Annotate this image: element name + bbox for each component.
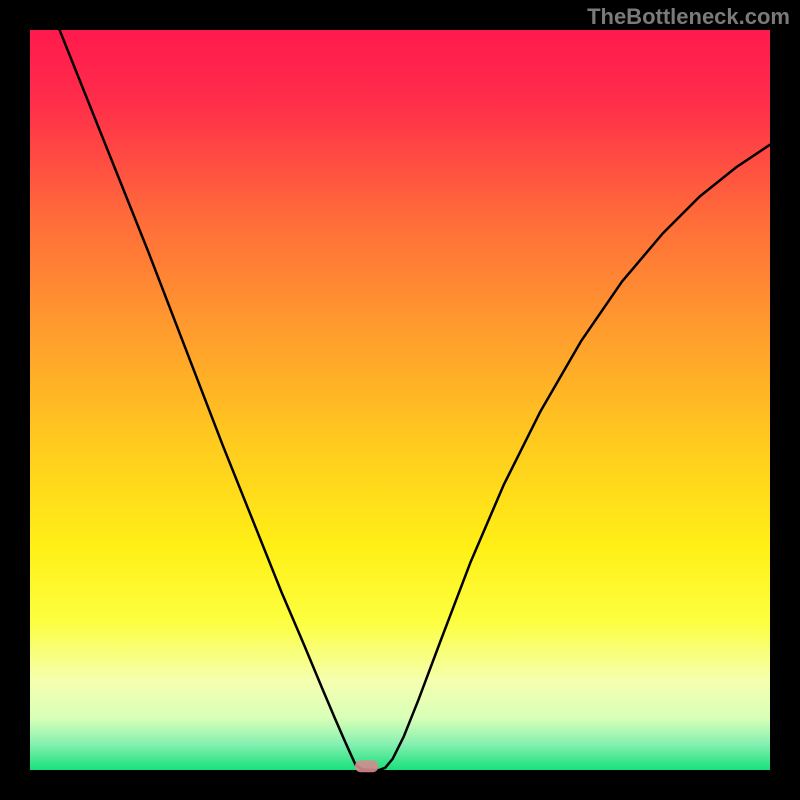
watermark-text: TheBottleneck.com (587, 4, 790, 30)
minimum-marker (355, 760, 379, 772)
bottleneck-curve-chart (0, 0, 800, 800)
chart-container: TheBottleneck.com (0, 0, 800, 800)
plot-background (30, 30, 770, 770)
